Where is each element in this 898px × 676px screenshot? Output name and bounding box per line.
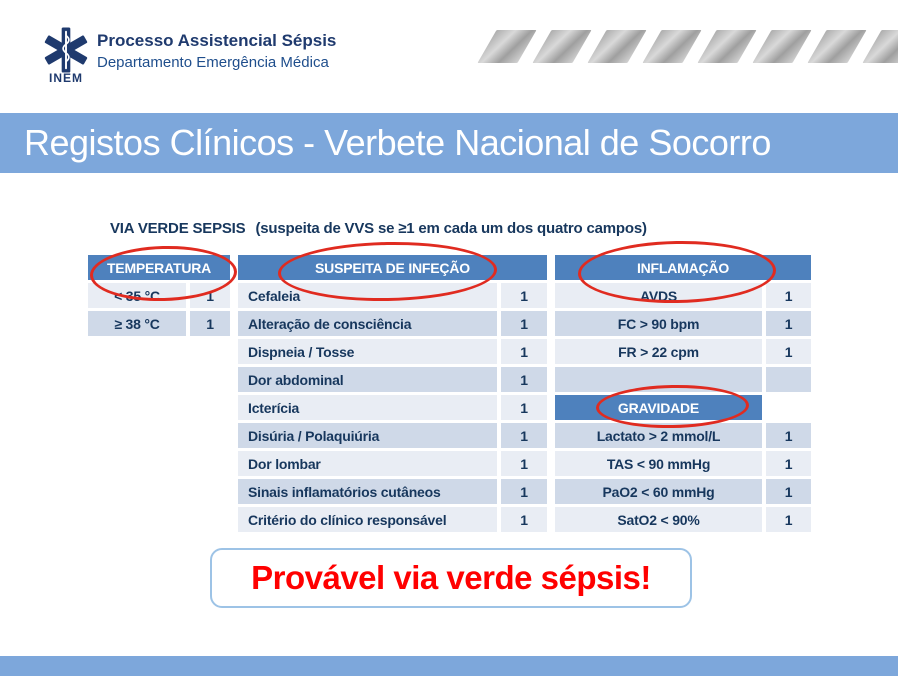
inflamacao-gravidade-column: INFLAMAÇÃO AVDS 1 FC > 90 bpm 1 FR > 22 … — [555, 255, 811, 532]
table-cell-label: AVDS — [555, 283, 762, 308]
stripe-decoration — [752, 30, 812, 63]
inem-logo: INEM — [40, 26, 92, 85]
table-cell-value: 1 — [766, 311, 811, 336]
suspeita-infecao-column: SUSPEITA DE INFEÇÃO Cefaleia 1 Alteração… — [238, 255, 547, 532]
header-titles: Processo Assistencial Sépsis Departament… — [97, 30, 336, 73]
table-cell-label: Alteração de consciência — [238, 311, 497, 336]
table-cell-value: 1 — [190, 311, 230, 336]
inem-logo-text: INEM — [49, 71, 83, 85]
table-cell-label: Dor abdominal — [238, 367, 497, 392]
stripe-decoration — [532, 30, 592, 63]
table-cell-value: 1 — [501, 479, 547, 504]
table-caption: VIA VERDE SEPSIS (suspeita de VVS se ≥1 e… — [110, 220, 647, 237]
stripe-decoration — [697, 30, 757, 63]
spacer-cell — [766, 395, 811, 420]
table-cell-label: Sinais inflamatórios cutâneos — [238, 479, 497, 504]
table-cell-value: 1 — [766, 339, 811, 364]
table-cell-value: 1 — [501, 367, 547, 392]
table-cell-label — [555, 367, 762, 392]
table-cell-value: 1 — [501, 395, 547, 420]
header: INEM Processo Assistencial Sépsis Depart… — [0, 0, 898, 113]
gravidade-header: GRAVIDADE — [555, 395, 762, 420]
table-caption-main: VIA VERDE SEPSIS — [110, 220, 246, 237]
callout-box: Provável via verde sépsis! — [210, 548, 692, 608]
table-cell-value — [766, 367, 811, 392]
stripe-decoration — [587, 30, 647, 63]
stripe-decoration — [477, 30, 537, 63]
table-cell-label: Dispneia / Tosse — [238, 339, 497, 364]
table-cell-value: 1 — [501, 283, 547, 308]
table-cell-label: Critério do clínico responsável — [238, 507, 497, 532]
callout-text: Provável via verde sépsis! — [251, 559, 651, 596]
table-cell-label: SatO2 < 90% — [555, 507, 762, 532]
table-caption-note: (suspeita de VVS se ≥1 em cada um dos qu… — [255, 220, 647, 237]
table-cell-label: PaO2 < 60 mmHg — [555, 479, 762, 504]
table-cell-label: Lactato > 2 mmol/L — [555, 423, 762, 448]
table-cell-value: 1 — [501, 423, 547, 448]
table-cell-value: 1 — [766, 423, 811, 448]
table-cell-label: TAS < 90 mmHg — [555, 451, 762, 476]
stripe-decoration — [642, 30, 702, 63]
table-cell-value: 1 — [501, 311, 547, 336]
table-cell-label: Icterícia — [238, 395, 497, 420]
table-cell-value: 1 — [501, 507, 547, 532]
decorative-stripes — [477, 30, 898, 63]
table-cell-value: 1 — [766, 479, 811, 504]
header-subtitle: Departamento Emergência Médica — [97, 54, 329, 71]
table-cell-value: 1 — [501, 451, 547, 476]
inflamacao-header: INFLAMAÇÃO — [555, 255, 811, 280]
table-cell-value: 1 — [501, 339, 547, 364]
header-title: Processo Assistencial Sépsis — [97, 31, 337, 50]
table-cell-value: 1 — [190, 283, 230, 308]
table-cell-label: ≥ 38 °C — [88, 311, 186, 336]
suspeita-infecao-header: SUSPEITA DE INFEÇÃO — [238, 255, 547, 280]
table-cell-value: 1 — [766, 507, 811, 532]
via-verde-sepsis-table: TEMPERATURA < 35 °C 1 ≥ 38 °C 1 SUSPEITA… — [88, 255, 811, 532]
table-cell-value: 1 — [766, 283, 811, 308]
temperatura-header: TEMPERATURA — [88, 255, 230, 280]
table-cell-label: FR > 22 cpm — [555, 339, 762, 364]
stripe-decoration — [807, 30, 867, 63]
slide-title-banner: Registos Clínicos - Verbete Nacional de … — [0, 113, 898, 173]
table-cell-label: < 35 °C — [88, 283, 186, 308]
star-of-life-icon — [44, 27, 88, 73]
table-cell-label: Cefaleia — [238, 283, 497, 308]
table-cell-label: Dor lombar — [238, 451, 497, 476]
table-cell-label: Disúria / Polaquiúria — [238, 423, 497, 448]
footer-bar — [0, 656, 898, 676]
stripe-decoration — [862, 30, 898, 63]
table-cell-value: 1 — [766, 451, 811, 476]
temperatura-column: TEMPERATURA < 35 °C 1 ≥ 38 °C 1 — [88, 255, 230, 336]
table-cell-label: FC > 90 bpm — [555, 311, 762, 336]
